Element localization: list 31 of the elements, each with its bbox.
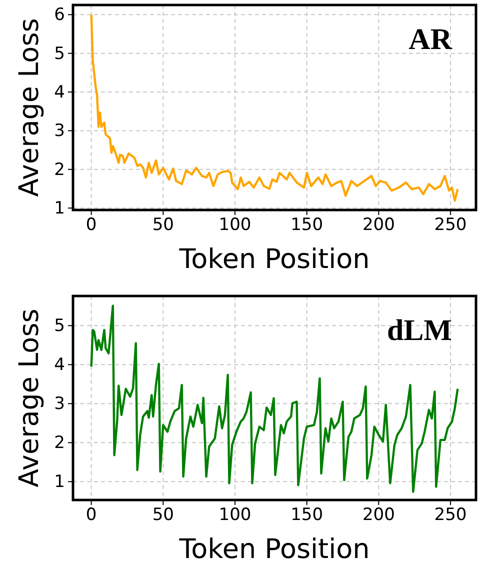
annotation: AR [408, 23, 452, 56]
x-tick-label: 250 [434, 215, 467, 236]
x-tick-label: 250 [434, 505, 467, 526]
x-tick-label: 50 [152, 505, 174, 526]
y-tick-label: 3 [54, 121, 65, 142]
y-tick-label: 2 [54, 160, 65, 180]
x-tick-label: 100 [218, 505, 252, 526]
x-tick-label: 200 [362, 215, 395, 236]
line-series [90, 304, 459, 493]
y-tick-label: 5 [54, 44, 65, 64]
y-tick-label: 2 [54, 433, 65, 454]
x-tick-label: 100 [218, 215, 252, 236]
x-axis-title: Token Position [178, 534, 370, 565]
x-tick-label: 150 [290, 505, 324, 526]
y-tick-label: 1 [54, 472, 65, 492]
x-axis-title: Token Position [178, 244, 370, 275]
y-axis-title: Average Loss [14, 308, 45, 488]
y-tick-label: 3 [54, 394, 65, 414]
y-axis-title: Average Loss [14, 18, 45, 197]
x-tick-label: 0 [86, 215, 97, 236]
x-tick-label: 50 [152, 215, 174, 236]
y-tick-label: 4 [54, 82, 65, 102]
y-tick-label: 1 [54, 198, 65, 219]
y-tick-label: 4 [54, 355, 65, 376]
x-tick-label: 150 [290, 215, 324, 236]
annotation: dLM [386, 314, 452, 347]
y-tick-label: 5 [54, 316, 65, 336]
y-tick-label: 6 [54, 5, 65, 26]
line-series [90, 14, 459, 202]
x-tick-label: 200 [362, 505, 395, 526]
x-tick-label: 0 [86, 505, 97, 526]
